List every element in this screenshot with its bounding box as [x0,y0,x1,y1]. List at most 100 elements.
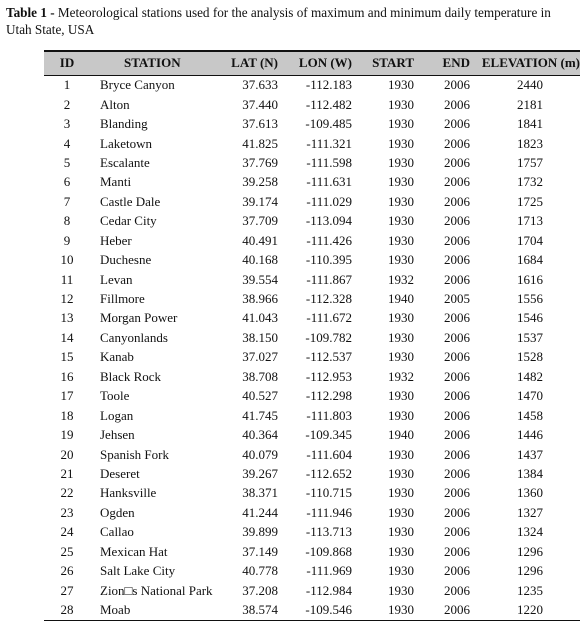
cell-lat: 38.708 [242,368,278,384]
cell-station: Levan [100,271,133,287]
cell-lon: -111.321 [306,135,352,151]
cell-start: 1932 [388,368,414,384]
cell-end: 2006 [444,135,470,151]
cell-elevation: 1556 [517,291,543,307]
cell-lon: -110.715 [305,485,352,501]
cell-station: Ogden [100,504,135,520]
cell-start: 1940 [388,291,414,307]
cell-lon: -113.094 [305,213,352,229]
table-row: 22 Hanksville 38.371 -110.715 1930 2006 1360 [44,484,580,503]
table-row: 5 Escalante 37.769 -111.598 1930 2006 1757 [44,153,580,172]
cell-id: 4 [63,135,71,151]
cell-elevation: 1446 [517,427,543,443]
cell-id: 21 [60,465,74,481]
cell-start: 1930 [388,602,414,618]
cell-id: 1 [63,77,71,93]
cell-start: 1930 [388,96,414,112]
cell-id: 6 [63,174,71,190]
cell-id: 11 [60,271,74,287]
cell-id: 16 [60,368,74,384]
cell-station: Canyonlands [100,329,168,345]
table-row: 20 Spanish Fork 40.079 -111.604 1930 2006 1437 [44,445,580,464]
cell-end: 2006 [444,77,470,93]
cell-elevation: 1725 [517,193,543,209]
cell-lon: -112.953 [305,368,352,384]
cell-station: Zion□s National Park [100,582,213,598]
cell-id: 14 [60,329,74,345]
table-row: 21 Deseret 39.267 -112.652 1930 2006 1384 [44,464,580,483]
cell-station: Toole [100,388,130,404]
table-row: 3 Blanding 37.613 -109.485 1930 2006 1841 [44,114,580,133]
cell-station: Mexican Hat [100,543,168,559]
cell-start: 1930 [388,329,414,345]
table-caption: Table 1 - Meteorological stations used f… [6,4,574,38]
cell-elevation: 1616 [517,271,543,287]
cell-start: 1930 [388,543,414,559]
cell-start: 1930 [388,446,414,462]
cell-elevation: 1528 [517,349,543,365]
cell-id: 24 [60,524,74,540]
cell-station: Cedar City [100,213,157,229]
cell-start: 1930 [388,174,414,190]
cell-elevation: 2181 [517,96,543,112]
cell-end: 2006 [444,504,470,520]
cell-start: 1932 [388,271,414,287]
table-row: 11 Levan 39.554 -111.867 1932 2006 1616 [44,270,580,289]
cell-elevation: 1546 [517,310,543,326]
table-row: 14 Canyonlands 38.150 -109.782 1930 2006 1537 [44,328,580,347]
header-start: START [372,55,414,70]
cell-lon: -112.482 [305,96,352,112]
cell-id: 18 [60,407,74,423]
header-elevation: ELEVATION (m) [481,55,580,70]
cell-elevation: 1437 [517,446,543,462]
cell-end: 2006 [444,329,470,345]
cell-lat: 37.027 [242,349,278,365]
cell-station: Fillmore [100,291,145,307]
cell-lon: -112.984 [305,582,352,598]
cell-elevation: 1360 [517,485,543,501]
cell-lon: -113.713 [305,524,352,540]
cell-elevation: 1823 [517,135,543,151]
cell-end: 2006 [444,543,470,559]
table-row: 28 Moab 38.574 -109.546 1930 2006 1220 [44,600,580,619]
cell-lat: 40.168 [242,252,278,268]
cell-end: 2006 [444,427,470,443]
cell-lon: -111.946 [306,504,352,520]
cell-station: Castle Dale [100,193,161,209]
cell-lon: -109.345 [305,427,352,443]
cell-station: Spanish Fork [100,446,169,462]
table-row: 19 Jehsen 40.364 -109.345 1940 2006 1446 [44,425,580,444]
cell-elevation: 1296 [517,543,543,559]
cell-end: 2006 [444,446,470,462]
cell-id: 3 [63,116,71,132]
cell-start: 1930 [388,116,414,132]
cell-id: 5 [63,154,71,170]
cell-lat: 40.778 [242,563,278,579]
cell-lon: -111.604 [306,446,352,462]
cell-id: 26 [60,563,74,579]
cell-end: 2006 [444,252,470,268]
cell-lon: -111.029 [306,193,352,209]
cell-station: Kanab [100,349,134,365]
cell-end: 2006 [444,563,470,579]
cell-id: 7 [63,193,71,209]
cell-elevation: 1713 [517,213,543,229]
cell-station: Heber [100,232,132,248]
caption-label: Table 1 - [6,5,55,20]
cell-start: 1930 [388,582,414,598]
cell-start: 1930 [388,465,414,481]
table-row: 1 Bryce Canyon 37.633 -112.183 1930 2006 2440 [44,76,580,95]
cell-end: 2006 [444,465,470,481]
cell-lat: 38.574 [242,602,278,618]
cell-start: 1930 [388,154,414,170]
cell-station: Callao [100,524,134,540]
cell-start: 1930 [388,135,414,151]
cell-end: 2006 [444,388,470,404]
table-row: 9 Heber 40.491 -111.426 1930 2006 1704 [44,231,580,250]
cell-end: 2006 [444,310,470,326]
cell-elevation: 2440 [517,77,543,93]
cell-end: 2006 [444,349,470,365]
table-row: 17 Toole 40.527 -112.298 1930 2006 1470 [44,387,580,406]
cell-lon: -112.537 [305,349,352,365]
